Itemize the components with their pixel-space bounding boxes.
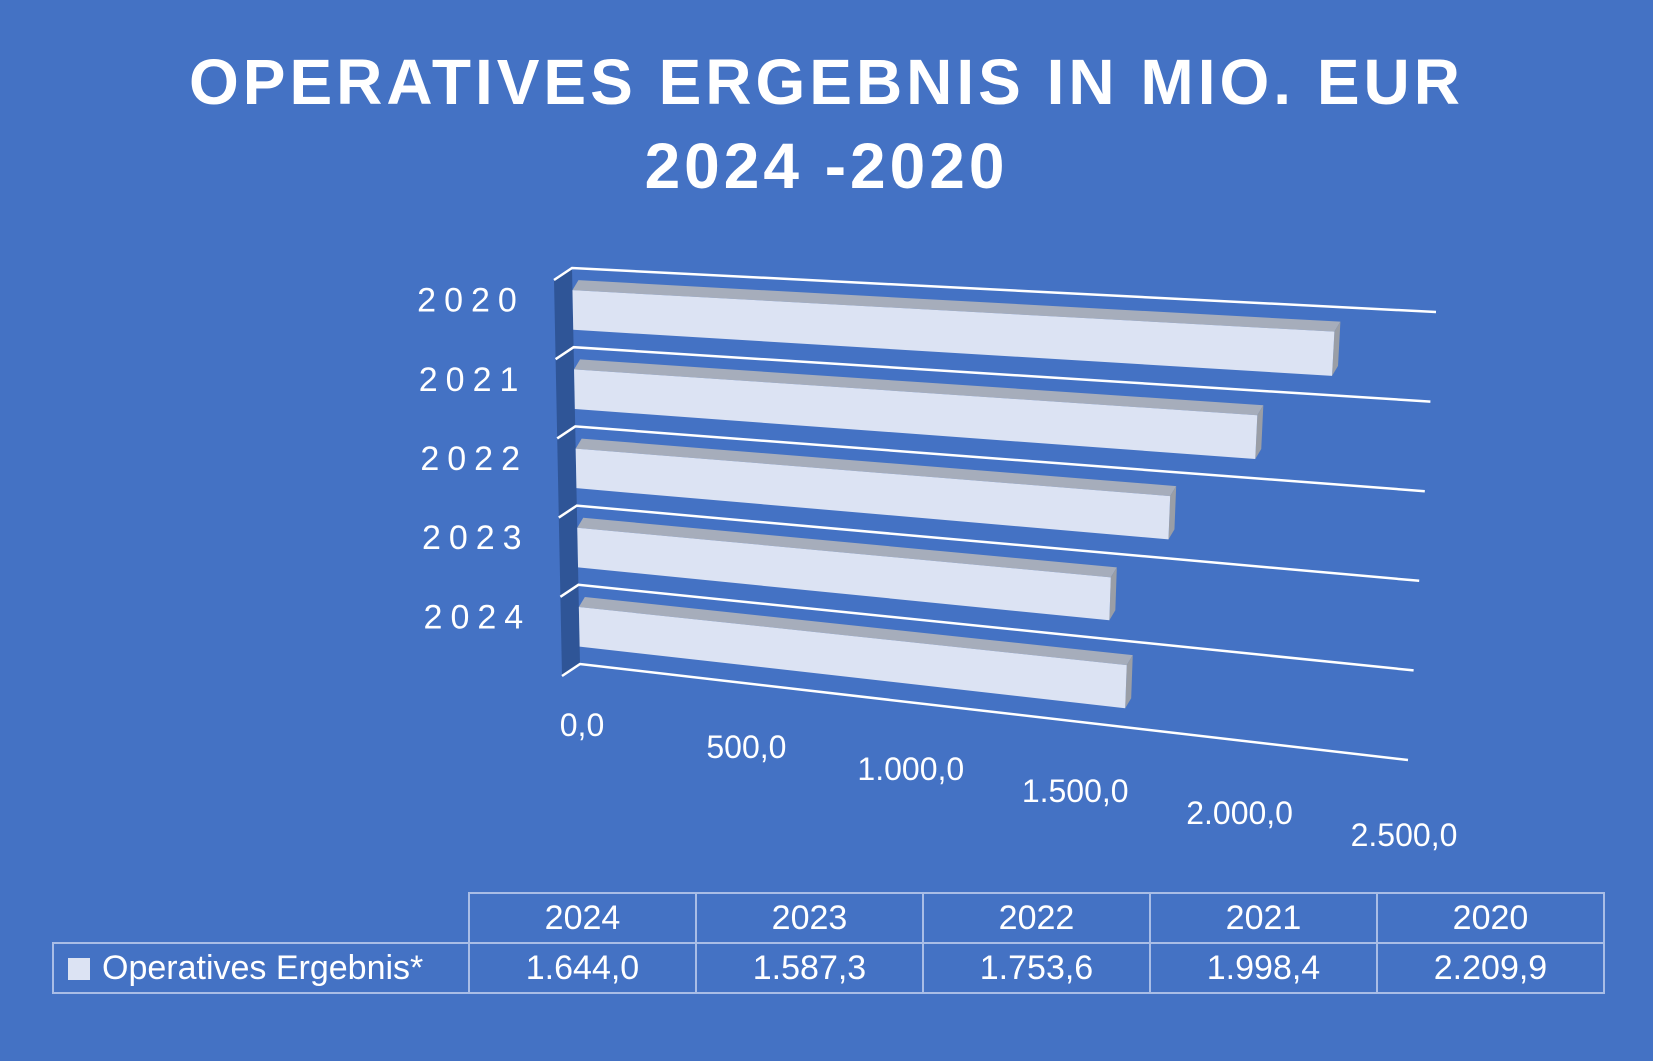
category-label: 2023 <box>422 519 530 557</box>
bar-top-face <box>578 596 1133 666</box>
bar-2022 <box>575 438 1177 540</box>
bar-front-face <box>577 527 1111 621</box>
data-table-series-cell: Operatives Ergebnis* <box>52 942 470 994</box>
tick-label: 500,0 <box>706 729 786 765</box>
tick-label: 2.000,0 <box>1186 795 1293 831</box>
tick-label: 2.500,0 <box>1351 817 1458 853</box>
data-table-value-cell: 2.209,9 <box>1376 942 1605 994</box>
data-table-value-cell: 1.753,6 <box>922 942 1151 994</box>
bar-2023 <box>577 517 1117 621</box>
data-table-corner <box>53 893 469 943</box>
tick-label: 1.500,0 <box>1022 773 1129 809</box>
series-name: Operatives Ergebnis* <box>102 948 424 987</box>
bar-2024 <box>578 596 1133 709</box>
bar-front-face <box>575 448 1171 540</box>
gridline <box>556 425 1425 493</box>
tick-label: 1.000,0 <box>857 751 964 787</box>
bar-top-face <box>575 438 1177 497</box>
bars <box>572 280 1341 709</box>
data-table-year-cell: 2023 <box>695 892 924 944</box>
bar-end-face <box>1255 405 1264 459</box>
data-table: 2024 2023 2022 2021 2020 Operatives Ergebnis… <box>52 892 1605 994</box>
bar-chart: 2024 2023 2022 2021 2020 0,0 500,0 1.000,0 1.50… <box>417 266 1458 853</box>
category-labels: 2024 2023 2022 2021 2020 <box>417 282 532 637</box>
back-wall <box>554 268 580 676</box>
title-line: OPERATIVES ERGEBNIS IN MIO. EUR <box>189 46 1464 118</box>
data-table-value-cell: 1.998,4 <box>1149 942 1378 994</box>
bar-front-face <box>578 606 1127 709</box>
category-label: 2024 <box>424 598 532 636</box>
data-table-year-cell: 2024 <box>468 892 697 944</box>
bar-top-face <box>574 359 1264 416</box>
subtitle-line: 2024 -2020 <box>644 130 1009 202</box>
data-table-year-cell: 2020 <box>1376 892 1605 944</box>
data-table-value-cell: 1.587,3 <box>695 942 924 994</box>
data-table-year-cell: 2021 <box>1149 892 1378 944</box>
bar-2020 <box>572 280 1341 376</box>
data-table-value-row: Operatives Ergebnis* 1.644,0 1.587,3 1.753… <box>52 942 1605 994</box>
gridline <box>553 266 1437 314</box>
category-label: 2022 <box>420 440 528 478</box>
chart-back-wall <box>554 268 580 676</box>
category-label: 2021 <box>419 361 527 399</box>
category-label: 2020 <box>417 282 525 320</box>
gridline <box>558 504 1420 583</box>
bar-2021 <box>574 359 1264 459</box>
bar-top-face <box>572 280 1341 332</box>
bar-top-face <box>577 517 1117 578</box>
legend-swatch <box>68 957 90 980</box>
gridline <box>554 345 1431 403</box>
tick-label: 0,0 <box>560 707 604 743</box>
bar-front-face <box>572 290 1335 376</box>
data-table-header-row: 2024 2023 2022 2021 2020 <box>53 892 1605 944</box>
chart-title: OPERATIVES ERGEBNIS IN MIO. EUR 2024 -20… <box>0 40 1653 208</box>
tick-labels: 0,0 500,0 1.000,0 1.500,0 2.000,0 2.500,0 <box>560 707 1458 853</box>
gridlines <box>553 266 1437 762</box>
data-table-year-cell: 2022 <box>922 892 1151 944</box>
data-table-value-cell: 1.644,0 <box>468 942 697 994</box>
bar-end-face <box>1109 567 1117 621</box>
bar-end-face <box>1125 655 1133 709</box>
bar-end-face <box>1332 321 1341 376</box>
bar-front-face <box>574 369 1258 459</box>
gridline <box>559 583 1414 672</box>
bar-end-face <box>1168 486 1177 540</box>
gridline <box>561 662 1409 762</box>
